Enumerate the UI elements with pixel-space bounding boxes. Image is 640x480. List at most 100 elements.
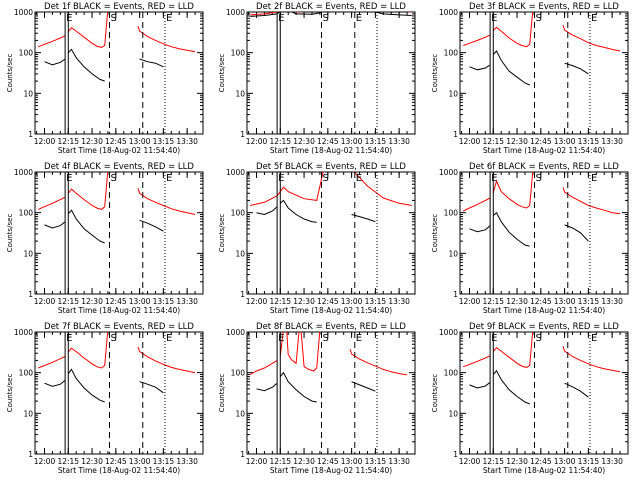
x-tick-label: 12:00 (34, 297, 56, 306)
x-tick-label: 12:30 (293, 457, 315, 466)
events-series-line (256, 382, 278, 392)
y-tick-label: 100 (231, 49, 246, 58)
events-series-line (469, 225, 491, 233)
y-tick-label: 1000 (439, 8, 458, 17)
chart-panel: Det 1f BLACK = Events, RED = LLD 1 10 100 10… (6, 2, 204, 155)
x-tick-label: 13:30 (601, 297, 623, 306)
events-series-line (44, 379, 66, 387)
y-tick-label: 10 (448, 409, 458, 418)
y-tick-label: 1000 (14, 168, 33, 177)
event-marker-label: E (278, 13, 284, 24)
x-tick-label: 13:00 (554, 137, 576, 146)
y-tick-label: 10 (448, 89, 458, 98)
y-axis-label: Counts/sec (431, 214, 439, 253)
x-tick-label: 12:30 (81, 137, 103, 146)
chart-title: Det 1f BLACK = Events, RED = LLD (44, 2, 194, 12)
x-tick-label: 12:30 (506, 137, 528, 146)
x-tick-label: 12:15 (482, 457, 504, 466)
x-tick-label: 12:30 (81, 297, 103, 306)
y-tick-label: 10 (23, 249, 33, 258)
y-tick-label: 10 (23, 89, 33, 98)
event-marker-label: E (66, 173, 72, 184)
x-tick-label: 12:45 (105, 457, 127, 466)
x-axis-label: Start Time (18-Aug-02 11:54:40) (270, 146, 392, 155)
chart-title: Det 5f BLACK = Events, RED = LLD (256, 162, 406, 172)
y-tick-label: 10 (23, 409, 33, 418)
x-tick-label: 13:30 (388, 137, 410, 146)
y-axis-label: Counts/sec (431, 374, 439, 413)
lld-series-line (38, 356, 66, 369)
x-tick-label: 12:45 (530, 457, 552, 466)
x-axis-label: Start Time (18-Aug-02 11:54:40) (58, 466, 180, 475)
y-tick-label: 100 (19, 49, 34, 58)
chart-title: Det 8f BLACK = Events, RED = LLD (256, 322, 406, 332)
events-series-line (67, 48, 105, 82)
events-series-line (250, 12, 412, 17)
events-series-line (564, 382, 589, 398)
events-series-line (351, 214, 376, 223)
chart-panel: Det 6f BLACK = Events, RED = LLD 1 10 100 10… (431, 162, 629, 315)
events-series-line (564, 224, 589, 242)
chart-title: Det 3f BLACK = Events, RED = LLD (469, 2, 619, 12)
events-series-line (139, 58, 164, 68)
x-tick-label: 13:15 (153, 297, 175, 306)
curves (463, 12, 621, 86)
chart-panel: Det 4f BLACK = Events, RED = LLD 1 10 100 10… (6, 162, 204, 315)
event-marker-label: E (491, 333, 497, 344)
events-series-line (139, 381, 164, 394)
chart-title: Det 7f BLACK = Events, RED = LLD (44, 322, 194, 332)
curves (463, 332, 621, 405)
event-marker-label: S (535, 13, 541, 24)
lld-series-line (38, 196, 66, 210)
event-marker-label: E (356, 333, 362, 344)
y-tick-label: 100 (444, 49, 459, 58)
event-marker-label: E (591, 13, 597, 24)
x-axis-label: Start Time (18-Aug-02 11:54:40) (483, 466, 605, 475)
x-tick-label: 12:30 (293, 297, 315, 306)
x-axis-label: Start Time (18-Aug-02 11:54:40) (270, 466, 392, 475)
y-tick-label: 100 (19, 209, 34, 218)
event-marker-label: E (278, 173, 284, 184)
x-tick-label: 12:30 (81, 457, 103, 466)
y-tick-label: 1000 (226, 328, 245, 337)
x-tick-label: 12:45 (105, 297, 127, 306)
lld-series-line (137, 346, 196, 374)
lld-series-line (492, 12, 534, 48)
y-tick-label: 1000 (439, 328, 458, 337)
x-axis-label: Start Time (18-Aug-02 11:54:40) (483, 146, 605, 155)
x-tick-label: 13:00 (129, 137, 151, 146)
plot-frame (246, 171, 416, 295)
x-tick-label: 13:15 (578, 137, 600, 146)
x-tick-label: 12:30 (506, 457, 528, 466)
x-tick-label: 12:00 (246, 137, 268, 146)
lld-series-line (67, 172, 109, 210)
y-tick-label: 10 (235, 249, 245, 258)
events-series-line (256, 206, 278, 216)
events-series-line (351, 381, 376, 392)
y-tick-label: 1 (28, 290, 33, 299)
plot-frame (459, 331, 629, 455)
event-marker-label: E (591, 333, 597, 344)
event-marker-label: E (66, 13, 72, 24)
events-series-line (469, 381, 491, 389)
plot-frame (459, 11, 629, 135)
events-series-line (139, 219, 164, 232)
x-axis-label: Start Time (18-Aug-02 11:54:40) (483, 306, 605, 315)
y-tick-label: 1000 (14, 328, 33, 337)
event-marker-label: E (356, 13, 362, 24)
lld-series-line (249, 359, 278, 375)
lld-series-line (463, 34, 491, 46)
lld-series-line (349, 348, 408, 376)
lld-series-line (492, 172, 534, 209)
lld-series-line (279, 332, 321, 372)
curves (38, 172, 196, 244)
y-axis-label: Counts/sec (218, 374, 226, 413)
x-axis-label: Start Time (18-Aug-02 11:54:40) (58, 306, 180, 315)
x-axis-label: Start Time (18-Aug-02 11:54:40) (270, 306, 392, 315)
lld-series-line (137, 188, 196, 215)
event-marker-label: E (491, 13, 497, 24)
x-tick-label: 12:45 (317, 457, 339, 466)
event-marker-label: E (66, 333, 72, 344)
lld-series-line (562, 24, 621, 52)
